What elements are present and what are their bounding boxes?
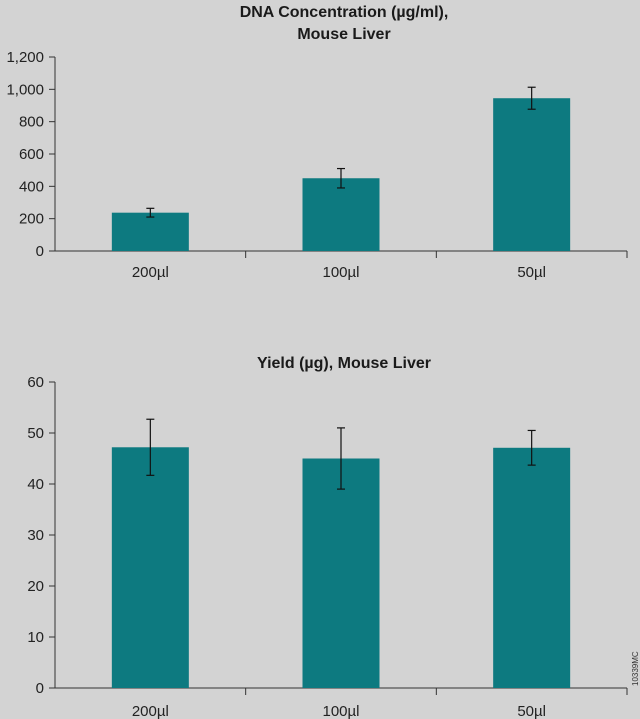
x-tick-label: 100µl	[322, 264, 359, 281]
x-tick-label: 50µl	[517, 264, 546, 281]
x-tick-label: 50µl	[517, 703, 546, 719]
chart-title: Yield (µg), Mouse Liver	[257, 355, 431, 372]
bar-1	[111, 447, 189, 688]
x-tick-label: 200µl	[132, 264, 169, 281]
bar-3	[493, 98, 571, 251]
y-tick-label: 200	[19, 211, 44, 228]
bar-2	[302, 458, 380, 688]
chart-title: Mouse Liver	[297, 26, 390, 43]
bar-3	[493, 447, 571, 688]
y-tick-label: 50	[27, 425, 44, 442]
x-tick-label: 200µl	[132, 703, 169, 719]
y-tick-label: 1,200	[6, 49, 44, 66]
chart-1: DNA Concentration (µg/ml), Mouse Liver 0 20…	[6, 4, 628, 281]
x-tick-label: 100µl	[322, 703, 359, 719]
y-tick-label: 0	[36, 680, 44, 697]
y-tick-label: 600	[19, 146, 44, 163]
chart-title: DNA Concentration (µg/ml),	[240, 4, 449, 21]
y-tick-label: 0	[36, 243, 44, 260]
y-tick-label: 10	[27, 629, 44, 646]
chart-2: Yield (µg), Mouse Liver 0 10 20 30 40 50 60 200µ…	[27, 355, 628, 719]
y-tick-label: 20	[27, 578, 44, 595]
bar-2	[302, 178, 380, 251]
y-tick-label: 1,000	[6, 81, 44, 98]
y-tick-label: 800	[19, 114, 44, 131]
y-tick-label: 40	[27, 476, 44, 493]
figure-code: 10339MC	[631, 651, 640, 686]
y-tick-label: 60	[27, 374, 44, 391]
y-tick-label: 30	[27, 527, 44, 544]
bar-1	[111, 212, 189, 251]
y-tick-label: 400	[19, 178, 44, 195]
